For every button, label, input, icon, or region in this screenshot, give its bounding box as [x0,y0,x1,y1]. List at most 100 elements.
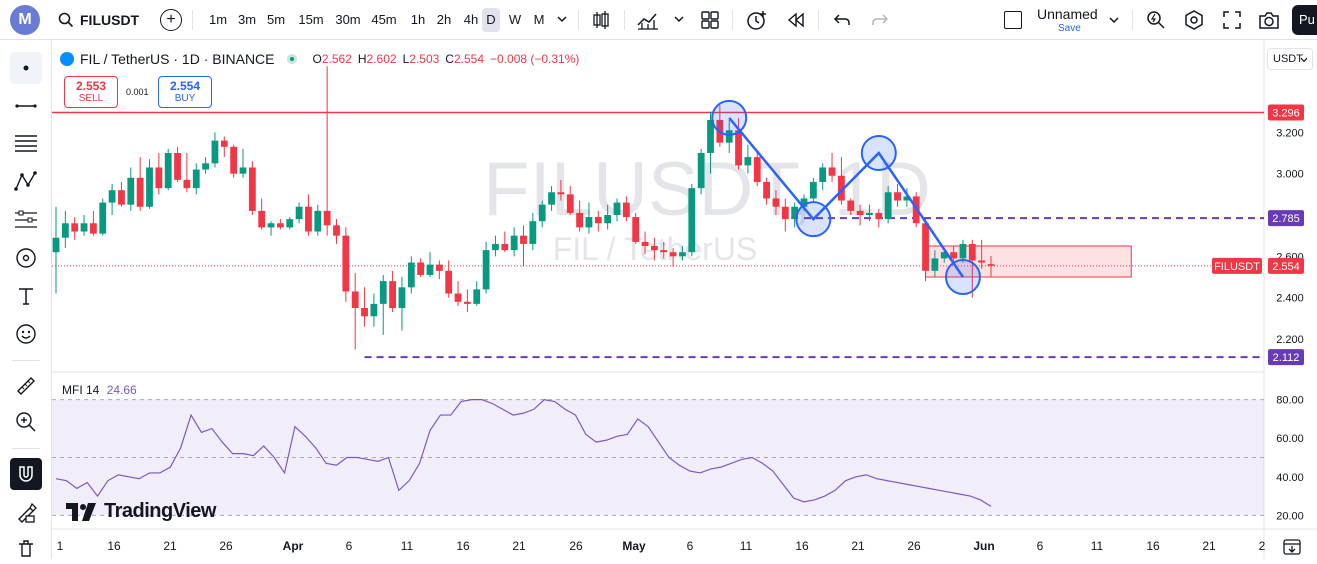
candle-body [99,202,107,234]
candle-body [473,289,481,304]
save-label: Save [1058,23,1081,34]
emoji-icon[interactable] [10,318,42,350]
undo-icon[interactable] [832,10,852,35]
candle-body [435,264,443,271]
layout-menu[interactable]: Unnamed Save [1004,5,1124,35]
quick-search-icon[interactable] [1145,9,1167,36]
candle-body [426,264,434,275]
fullscreen-icon[interactable] [1222,10,1242,35]
interval-2h[interactable]: 2h [436,12,452,27]
price-tick-label: 2.200 [1276,334,1304,346]
candle-body [510,235,518,251]
candle-body [856,210,864,215]
interval-1h[interactable]: 1h [410,12,426,27]
candle-body [248,167,256,211]
goto-date-button[interactable] [1281,535,1303,557]
candle-body [940,252,948,259]
separator [624,10,625,30]
replay-icon[interactable] [786,10,806,35]
interval-dropdown-chevron-icon[interactable] [556,12,568,24]
trash-icon[interactable] [10,532,42,564]
compare-button[interactable]: + [160,9,182,31]
settings-icon[interactable] [1183,9,1205,36]
interval-d[interactable]: D [482,8,500,32]
price-tick-label: 2.600 [1276,251,1304,263]
time-tick-label: May [622,539,646,553]
candle-body [174,153,181,180]
candle-body [454,293,462,302]
price-label-last-text: 2.554 [1272,261,1300,273]
time-tick-label: 26 [219,539,233,553]
separator [732,10,733,30]
indicators-icon[interactable] [636,9,660,36]
time-tick-label: 16 [456,539,470,553]
interval-m[interactable]: M [533,12,545,27]
forecasting-tool-icon[interactable] [10,204,42,236]
candle-body [305,206,312,232]
candle-body [819,167,827,182]
zoom-in-icon[interactable] [10,406,42,438]
mfi-legend[interactable]: MFI 14 24.66 [62,383,137,397]
interval-4h[interactable]: 4h [463,12,479,27]
interval-5m[interactable]: 5m [266,12,286,27]
cursor-dot-icon[interactable] [10,52,42,84]
ruler-icon[interactable] [10,370,42,402]
price-label-symbol-bg [1212,257,1262,274]
layout-name: Unnamed [1037,6,1098,22]
search-icon [58,12,74,28]
price-label-last-bg [1268,257,1304,274]
candle-body [389,281,396,308]
candles-type-icon[interactable] [590,9,612,36]
indicators-chevron-icon[interactable] [673,12,685,30]
buy-button[interactable]: 2.554 BUY [158,76,212,108]
currency-button[interactable]: USDT [1267,48,1313,70]
interval-3m[interactable]: 3m [237,12,257,27]
mfi-tick-label: 60.00 [1276,433,1304,445]
time-tick-label: 1 [57,539,64,553]
interval-45m[interactable]: 45m [371,12,397,27]
candle-body [370,303,378,317]
mfi-band [52,399,1264,516]
camera-icon[interactable] [1257,9,1281,36]
magnet-icon[interactable] [10,458,42,490]
fib-retracement-icon[interactable] [10,128,42,160]
price-label-last: 2.554 [1268,257,1304,274]
candle-body [632,217,640,242]
layout-chevron-icon [1109,17,1119,24]
pattern-tool-icon[interactable] [10,166,42,198]
price-label-support-bg [1268,349,1304,366]
brush-tool-icon[interactable] [10,242,42,274]
candle-body [594,217,602,224]
interval-w[interactable]: W [508,12,522,27]
chart-area[interactable]: FILUSDT, 1D FIL / TetherUS 3.200 3.000 2.6… [52,40,1317,559]
sell-label: SELL [78,93,104,104]
text-tool-icon[interactable] [10,280,42,312]
legend-o-label: O [312,52,322,66]
lock-drawing-icon[interactable] [10,496,42,528]
alert-icon[interactable] [745,8,769,37]
interval-30m[interactable]: 30m [335,12,361,27]
mfi-tick-label: 80.00 [1276,395,1304,407]
legend-c-label: C [445,52,454,66]
candle-body [202,163,209,170]
interval-15m[interactable]: 15m [298,12,324,27]
layout-grid-icon[interactable] [700,10,720,35]
candle-body [398,287,406,308]
redo-icon[interactable] [870,10,890,35]
tradingview-logo[interactable]: TradingView [66,500,216,523]
legend-title[interactable]: FIL / TetherUS · 1D · BINANCE [80,51,275,67]
candle-body [464,301,471,304]
candle-body [800,198,808,207]
sell-button[interactable]: 2.553 SELL [64,76,118,108]
interval-1m[interactable]: 1m [208,12,228,27]
user-avatar[interactable]: M [10,5,40,35]
time-tick-label: 11 [401,539,414,553]
candle-body [688,188,696,253]
symbol-search[interactable]: FILUSDT [58,8,139,32]
candle-body [230,146,238,174]
chart-canvas[interactable]: FILUSDT, 1D FIL / TetherUS 3.2003.0002.6… [52,40,1317,559]
candle-body [660,250,668,253]
candle-body [884,192,892,220]
publish-button[interactable]: Pu [1292,5,1317,35]
trend-line-icon[interactable] [10,90,42,122]
